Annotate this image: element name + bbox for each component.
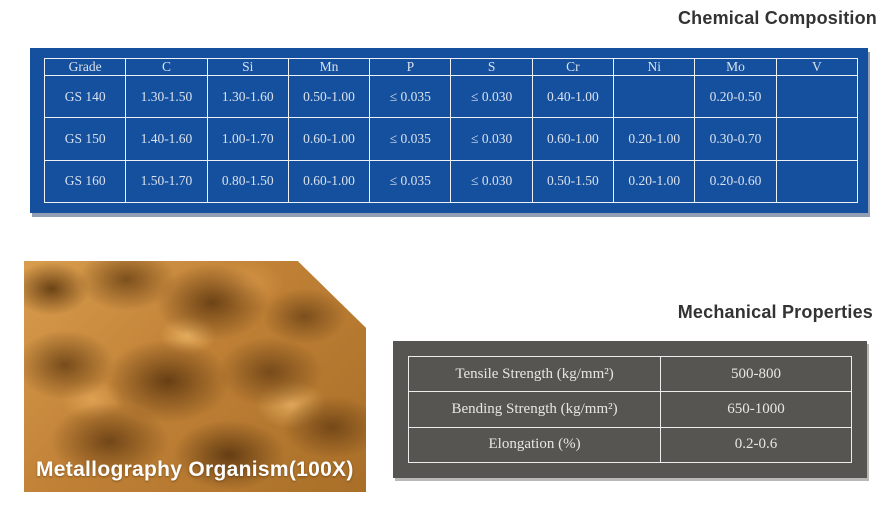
value-cell: 0.80-1.50 <box>206 159 289 204</box>
column-header-grade: Grade <box>43 58 127 76</box>
value-cell: 1.00-1.70 <box>206 117 289 161</box>
chemical-composition-title: Chemical Composition <box>677 8 877 28</box>
value-cell <box>775 74 859 119</box>
table-row-gs150: GS 150 1.40-1.60 1.00-1.70 0.60-1.00 ≤ 0… <box>43 117 859 161</box>
mech-row-tensile: Tensile Strength (kg/mm²) 500-800 <box>407 355 852 393</box>
column-header-mn: Mn <box>287 58 371 76</box>
property-label: Tensile Strength (kg/mm²) <box>407 355 662 393</box>
chemical-composition-panel: Grade C Si Mn P S Cr Ni Mo V GS 140 1.30… <box>30 48 868 213</box>
table-row-gs140: GS 140 1.30-1.50 1.30-1.60 0.50-1.00 ≤ 0… <box>43 74 859 119</box>
property-label: Elongation (%) <box>407 426 662 464</box>
value-cell: 0.20-0.60 <box>694 159 777 204</box>
mechanical-properties-panel: Tensile Strength (kg/mm²) 500-800 Bendin… <box>393 341 867 478</box>
property-value: 650-1000 <box>660 391 852 428</box>
column-header-mo: Mo <box>694 58 777 76</box>
mechanical-properties-table: Tensile Strength (kg/mm²) 500-800 Bendin… <box>407 355 852 464</box>
value-cell: ≤ 0.030 <box>450 74 533 119</box>
value-cell: 0.20-1.00 <box>613 159 696 204</box>
value-cell: ≤ 0.030 <box>450 159 533 204</box>
property-value: 0.2-0.6 <box>660 426 852 464</box>
property-label: Bending Strength (kg/mm²) <box>407 391 662 428</box>
grade-cell: GS 150 <box>43 117 127 161</box>
column-header-ni: Ni <box>613 58 696 76</box>
grade-cell: GS 160 <box>43 159 127 204</box>
mechanical-properties-title: Mechanical Properties <box>677 302 873 322</box>
value-cell: 0.20-0.50 <box>694 74 777 119</box>
value-cell: ≤ 0.035 <box>369 74 452 119</box>
value-cell: 0.50-1.00 <box>287 74 371 119</box>
value-cell: 0.60-1.00 <box>531 117 615 161</box>
metallography-micrograph-image: Metallography Organism(100X) <box>24 261 366 492</box>
value-cell: ≤ 0.035 <box>369 117 452 161</box>
column-header-c: C <box>125 58 208 76</box>
grade-cell: GS 140 <box>43 74 127 119</box>
value-cell: 0.60-1.00 <box>287 159 371 204</box>
property-value: 500-800 <box>660 355 852 393</box>
value-cell <box>775 117 859 161</box>
column-header-v: V <box>775 58 859 76</box>
value-cell: 0.50-1.50 <box>531 159 615 204</box>
value-cell <box>775 159 859 204</box>
column-header-si: Si <box>206 58 289 76</box>
column-header-cr: Cr <box>531 58 615 76</box>
value-cell: 1.50-1.70 <box>125 159 208 204</box>
mech-row-elongation: Elongation (%) 0.2-0.6 <box>407 426 852 464</box>
value-cell: 1.30-1.60 <box>206 74 289 119</box>
table-row-gs160: GS 160 1.50-1.70 0.80-1.50 0.60-1.00 ≤ 0… <box>43 159 859 204</box>
value-cell: 0.60-1.00 <box>287 117 371 161</box>
column-header-p: P <box>369 58 452 76</box>
column-header-s: S <box>450 58 533 76</box>
value-cell: ≤ 0.035 <box>369 159 452 204</box>
mech-row-bending: Bending Strength (kg/mm²) 650-1000 <box>407 391 852 428</box>
value-cell <box>613 74 696 119</box>
chem-header-row: Grade C Si Mn P S Cr Ni Mo V <box>43 58 859 76</box>
value-cell: 0.20-1.00 <box>613 117 696 161</box>
metallography-caption: Metallography Organism(100X) <box>36 458 354 481</box>
value-cell: 0.30-0.70 <box>694 117 777 161</box>
chemical-composition-table: Grade C Si Mn P S Cr Ni Mo V GS 140 1.30… <box>43 58 859 204</box>
value-cell: 0.40-1.00 <box>531 74 615 119</box>
value-cell: 1.40-1.60 <box>125 117 208 161</box>
value-cell: ≤ 0.030 <box>450 117 533 161</box>
value-cell: 1.30-1.50 <box>125 74 208 119</box>
